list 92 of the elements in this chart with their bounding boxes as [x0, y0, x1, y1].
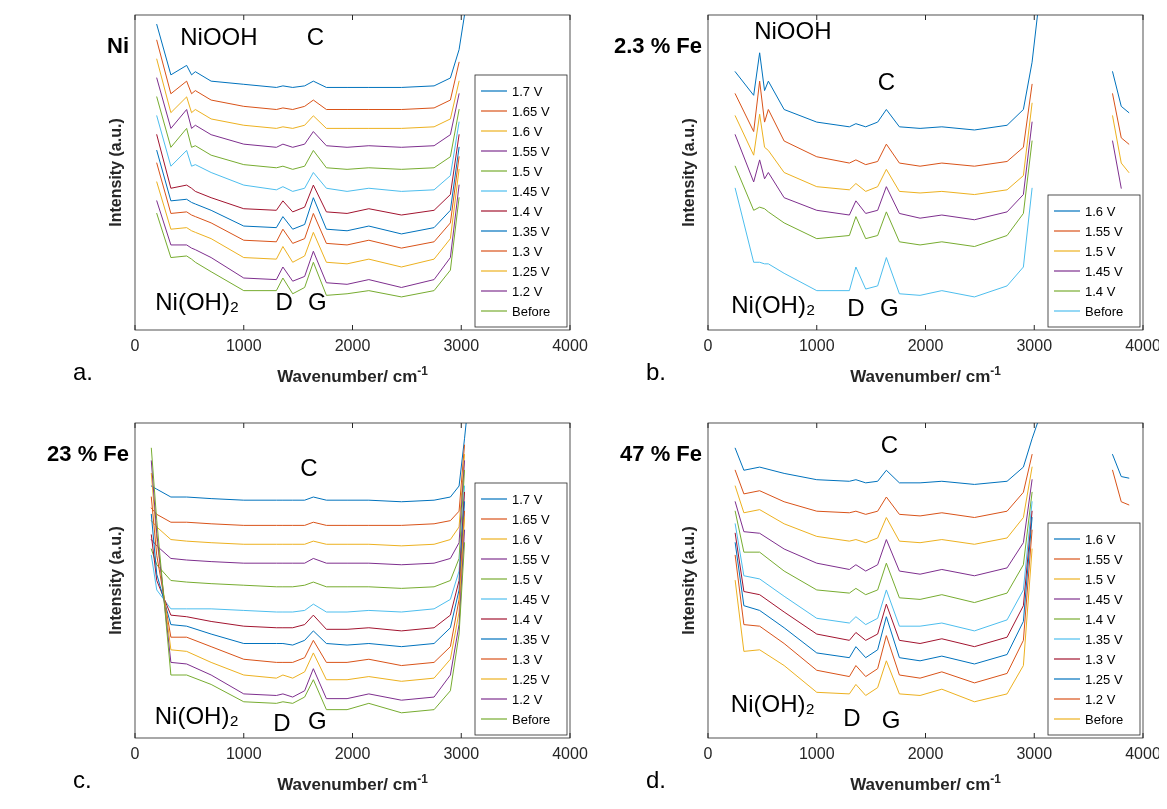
- legend-label: 1.25 V: [512, 671, 550, 687]
- legend-label: 1.2 V: [512, 283, 543, 299]
- legend-label: 1.35 V: [1085, 631, 1123, 647]
- annotation: NiOOH: [754, 17, 832, 45]
- legend-label: Before: [1085, 711, 1124, 727]
- annotation: Ni(OH)₂: [731, 291, 816, 319]
- legend-label: 1.55 V: [512, 143, 550, 159]
- legend-label: 1.25 V: [1085, 671, 1123, 687]
- annotation: D: [843, 703, 861, 731]
- legend-label: 1.5 V: [1085, 243, 1116, 259]
- annotation: D: [275, 288, 293, 316]
- legend-label: 1.6 V: [1085, 203, 1116, 219]
- legend-label: 1.3 V: [512, 651, 543, 667]
- x-tick-label: 0: [130, 337, 140, 354]
- legend-label: 1.3 V: [1085, 651, 1116, 667]
- legend-label: 1.6 V: [512, 531, 543, 547]
- x-tick-label: 0: [130, 745, 140, 762]
- text: b.: [646, 358, 667, 385]
- x-tick-label: 1000: [225, 745, 262, 762]
- x-tick-label: 1000: [225, 337, 262, 354]
- legend-label: 1.3 V: [512, 243, 543, 259]
- text: Ni: [107, 33, 129, 58]
- annotation: D: [847, 294, 865, 322]
- annotation: C: [306, 23, 325, 51]
- annotation: G: [307, 707, 327, 735]
- text: 47 % Fe: [620, 441, 702, 466]
- annotation: G: [880, 294, 899, 322]
- annotation: NiOOH: [180, 23, 258, 51]
- x-axis-title: Wavenumber/ cm$^{-1}$: [277, 772, 429, 794]
- legend-label: 1.55 V: [512, 551, 550, 567]
- x-axis-title: Wavenumber/ cm$^{-1}$: [277, 364, 429, 386]
- legend-label: 1.45 V: [512, 591, 550, 607]
- legend-label: 1.5 V: [512, 163, 543, 179]
- legend-label: 1.6 V: [1085, 531, 1116, 547]
- x-tick-label: 3000: [443, 337, 480, 354]
- legend-label: 1.4 V: [512, 611, 543, 627]
- x-tick-label: 1000: [798, 745, 835, 762]
- legend-label: Before: [1085, 303, 1124, 319]
- legend-label: 1.7 V: [512, 491, 543, 507]
- legend-label: 1.45 V: [512, 183, 550, 199]
- annotation: C: [880, 431, 899, 459]
- text: d.: [646, 766, 667, 793]
- x-tick-label: 1000: [798, 337, 835, 354]
- legend-label: 1.5 V: [1085, 571, 1116, 587]
- legend-label: 1.45 V: [1085, 591, 1123, 607]
- legend-label: 1.35 V: [512, 631, 550, 647]
- legend-label: 1.55 V: [1085, 551, 1123, 567]
- x-tick-label: 2000: [334, 337, 371, 354]
- legend-label: 1.6 V: [512, 123, 543, 139]
- legend-label: 1.4 V: [1085, 283, 1116, 299]
- x-tick-label: 4000: [552, 337, 588, 354]
- x-tick-label: 2000: [907, 745, 944, 762]
- x-tick-label: 3000: [1016, 745, 1053, 762]
- text: c.: [73, 766, 92, 793]
- y-axis-title: Intensity (a.u.): [107, 526, 124, 635]
- text: a.: [73, 358, 94, 385]
- legend-label: 1.55 V: [1085, 223, 1123, 239]
- legend-label: 1.65 V: [512, 511, 550, 527]
- legend-label: 1.2 V: [1085, 691, 1116, 707]
- x-tick-label: 3000: [1016, 337, 1053, 354]
- legend-label: Before: [512, 711, 551, 727]
- legend-label: 1.2 V: [512, 691, 543, 707]
- x-tick-label: 4000: [552, 745, 588, 762]
- legend-label: 1.65 V: [512, 103, 550, 119]
- text: 2.3 % Fe: [613, 33, 702, 58]
- legend-label: 1.4 V: [512, 203, 543, 219]
- x-tick-label: 0: [703, 745, 713, 762]
- legend-label: 1.35 V: [512, 223, 550, 239]
- x-tick-label: 2000: [907, 337, 944, 354]
- legend-label: 1.45 V: [1085, 263, 1123, 279]
- annotation: G: [307, 288, 327, 316]
- x-axis-title: Wavenumber/ cm$^{-1}$: [850, 364, 1002, 386]
- x-tick-label: 3000: [443, 745, 480, 762]
- annotation: D: [273, 708, 291, 736]
- y-axis-title: Intensity (a.u.): [680, 118, 697, 227]
- annotation: Ni(OH)₂: [154, 702, 239, 730]
- legend-label: 1.5 V: [512, 571, 543, 587]
- annotation: Ni(OH)₂: [155, 288, 240, 316]
- legend-label: 1.4 V: [1085, 611, 1116, 627]
- x-tick-label: 0: [703, 337, 713, 354]
- y-axis-title: Intensity (a.u.): [680, 526, 697, 635]
- annotation: C: [877, 67, 896, 95]
- legend-label: 1.7 V: [512, 83, 543, 99]
- x-axis-title: Wavenumber/ cm$^{-1}$: [850, 772, 1002, 794]
- annotation: Ni(OH)₂: [730, 689, 815, 717]
- text: 23 % Fe: [47, 441, 129, 466]
- annotation: C: [300, 453, 318, 481]
- legend-label: Before: [512, 303, 551, 319]
- x-tick-label: 2000: [334, 745, 371, 762]
- legend-label: 1.25 V: [512, 263, 550, 279]
- y-axis-title: Intensity (a.u.): [107, 118, 124, 227]
- annotation: G: [881, 705, 901, 733]
